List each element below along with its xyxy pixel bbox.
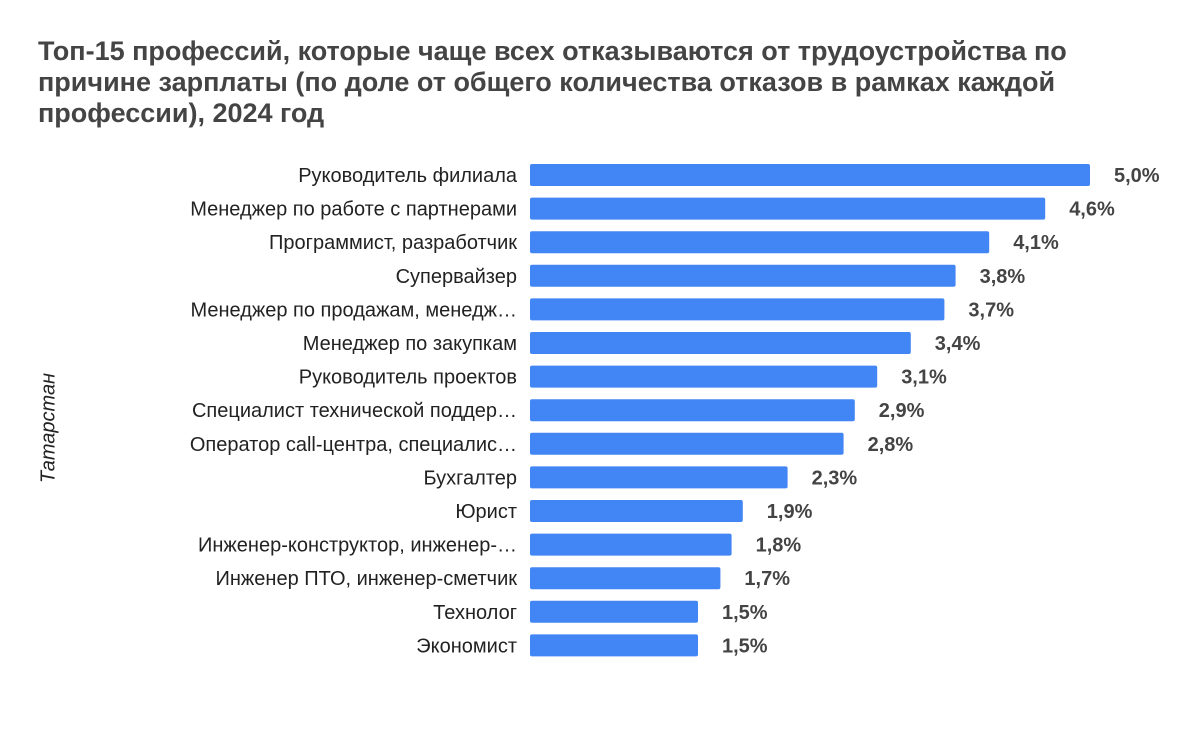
category-label: Инженер ПТО, инженер-сметчик <box>215 568 517 590</box>
bar <box>530 231 990 254</box>
value-label: 1,7% <box>744 568 790 590</box>
bar <box>530 432 844 455</box>
value-label: 4,6% <box>1069 199 1115 221</box>
bar <box>530 399 855 422</box>
value-label: 2,3% <box>812 467 858 489</box>
bar <box>530 600 698 623</box>
category-label: Менеджер по закупкам <box>303 333 517 355</box>
bar <box>530 298 945 321</box>
bar <box>530 365 878 388</box>
category-label: Специалист технической поддер… <box>192 400 517 422</box>
bar <box>530 264 956 287</box>
value-label: 3,8% <box>980 266 1026 288</box>
category-label: Программист, разработчик <box>269 232 517 254</box>
value-label: 3,7% <box>968 299 1014 321</box>
value-label: 3,1% <box>901 367 947 389</box>
bar <box>530 500 743 522</box>
bar <box>530 567 721 590</box>
category-label: Юрист <box>455 501 517 523</box>
category-label: Супервайзер <box>396 266 517 288</box>
category-label: Инженер-конструктор, инженер-… <box>198 535 517 557</box>
value-label: 2,9% <box>879 400 925 422</box>
value-label: 1,8% <box>756 535 802 557</box>
value-label: 4,1% <box>1013 232 1059 254</box>
value-label: 1,9% <box>767 501 813 523</box>
category-label: Бухгалтер <box>423 467 517 489</box>
category-label: Оператор call-центра, специалис… <box>190 434 517 456</box>
category-label: Технолог <box>433 602 517 624</box>
value-label: 5,0% <box>1114 165 1160 187</box>
bar <box>530 466 788 489</box>
bar <box>530 634 698 657</box>
value-label: 1,5% <box>722 602 768 624</box>
category-label: Менеджер по работе с партнерами <box>190 199 517 221</box>
value-label: 1,5% <box>722 635 768 657</box>
value-label: 3,4% <box>935 333 981 355</box>
bar <box>530 533 732 556</box>
category-label: Руководитель филиала <box>298 165 518 187</box>
chart-title: Топ-15 профессий, которые чаще всех отка… <box>38 36 1067 128</box>
category-label: Менеджер по продажам, менедж… <box>190 299 517 321</box>
category-label: Руководитель проектов <box>299 367 517 389</box>
value-label: 2,8% <box>868 434 914 456</box>
bar <box>530 332 911 354</box>
bar <box>530 197 1046 220</box>
category-label: Экономист <box>416 635 517 657</box>
bar <box>530 164 1090 186</box>
